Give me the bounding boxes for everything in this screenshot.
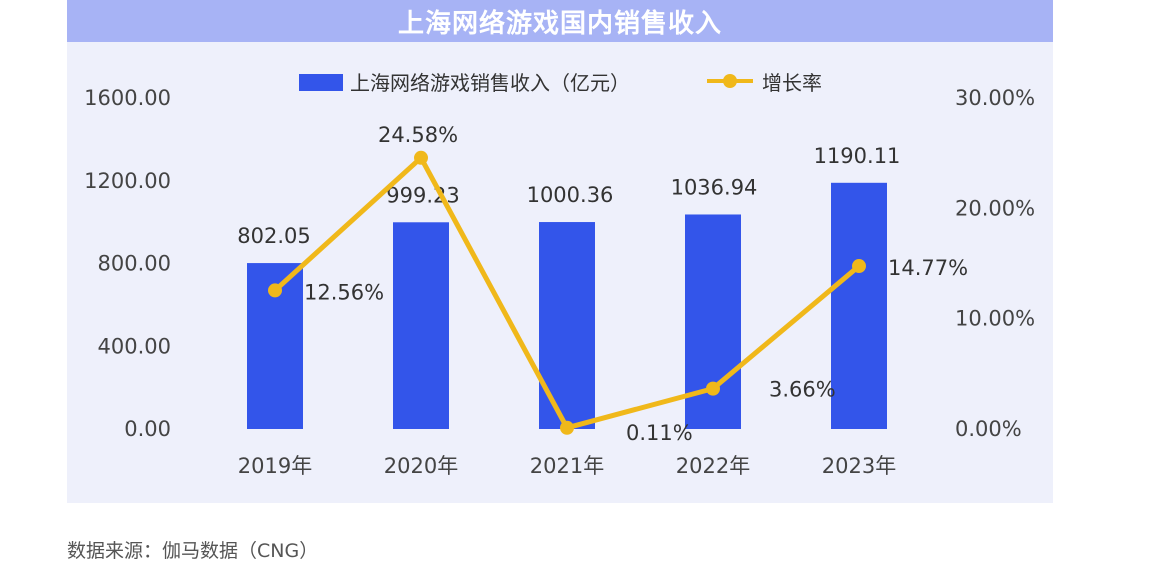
growth-value-label: 12.56% — [304, 280, 384, 304]
growth-value-label: 14.77% — [888, 256, 968, 280]
left-axis-tick-label: 1600.00 — [84, 86, 171, 110]
growth-value-label: 24.58% — [378, 123, 458, 147]
right-axis-tick-label: 10.00% — [955, 307, 1035, 331]
x-tick-label: 2020年 — [384, 454, 458, 478]
bar-value-label: 802.05 — [237, 224, 310, 248]
bar-value-label: 999.23 — [386, 183, 459, 207]
right-axis-tick-label: 30.00% — [955, 86, 1035, 110]
bar-value-label: 1036.94 — [671, 175, 758, 199]
growth-point — [706, 381, 720, 396]
legend-bar-swatch — [299, 74, 343, 91]
x-axis: 2019年 2020年 2021年 2022年 2023年 — [238, 454, 896, 478]
growth-point — [268, 283, 282, 298]
growth-point — [852, 259, 866, 274]
x-tick-label: 2022年 — [676, 454, 750, 478]
bar-value-label: 1190.11 — [814, 144, 901, 168]
left-axis-tick-label: 0.00 — [124, 417, 171, 441]
line-series: 12.56% 24.58% 0.11% 3.66% 14.77% — [268, 123, 968, 445]
growth-value-label: 0.11% — [626, 421, 693, 445]
right-axis-tick-label: 20.00% — [955, 196, 1035, 220]
legend: 上海网络游戏销售收入（亿元） 增长率 — [299, 71, 822, 95]
growth-point — [560, 420, 574, 435]
growth-point — [414, 150, 428, 165]
right-axis-tick-label: 0.00% — [955, 417, 1022, 441]
source-note: 数据来源：伽马数据（CNG） — [67, 540, 319, 562]
bar-value-label: 1000.36 — [527, 183, 614, 207]
left-axis-tick-label: 1200.00 — [84, 169, 171, 193]
bar — [393, 222, 449, 429]
x-tick-label: 2019年 — [238, 454, 312, 478]
legend-line-marker — [723, 74, 737, 88]
bar — [685, 214, 741, 429]
left-axis: 0.00 400.00 800.00 1200.00 1600.00 — [84, 86, 171, 441]
bar — [539, 222, 595, 429]
legend-line-label: 增长率 — [762, 71, 822, 95]
x-tick-label: 2023年 — [822, 454, 896, 478]
left-axis-tick-label: 400.00 — [98, 334, 171, 358]
chart-title: 上海网络游戏国内销售收入 — [397, 8, 722, 39]
growth-value-label: 3.66% — [769, 378, 836, 402]
title-band: 上海网络游戏国内销售收入 — [67, 0, 1053, 42]
bar — [831, 182, 887, 429]
legend-bar-label: 上海网络游戏销售收入（亿元） — [350, 71, 630, 95]
left-axis-tick-label: 800.00 — [98, 252, 171, 276]
x-tick-label: 2021年 — [530, 454, 604, 478]
right-axis: 0.00% 10.00% 20.00% 30.00% — [955, 86, 1035, 441]
